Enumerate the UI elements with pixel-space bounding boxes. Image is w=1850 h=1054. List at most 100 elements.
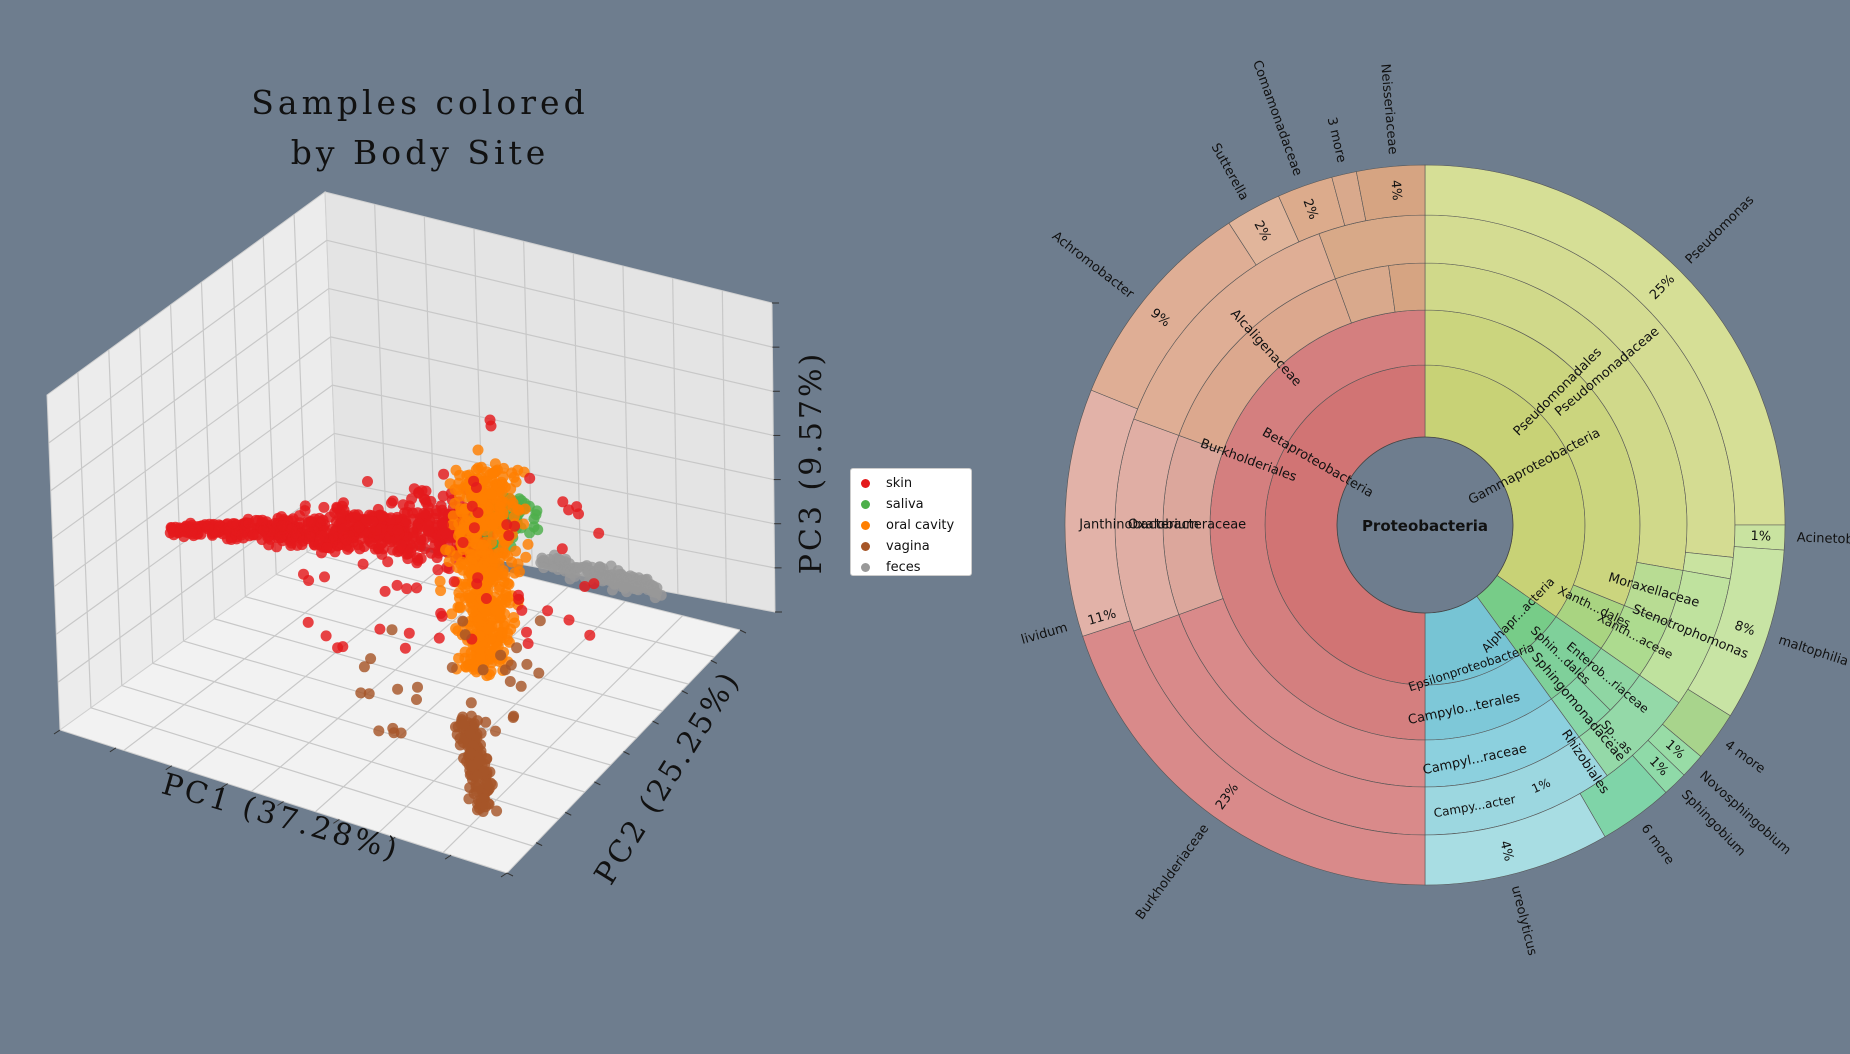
point-skin (317, 514, 329, 526)
point-oral-cavity (449, 497, 461, 509)
point-skin (243, 517, 255, 529)
point-feces (564, 567, 576, 579)
point-skin (276, 520, 288, 532)
point-oral-cavity (477, 539, 489, 551)
point-skin (337, 641, 349, 653)
point-vagina (392, 683, 404, 695)
point-oral-cavity (454, 469, 466, 481)
legend-item-feces: feces (861, 557, 971, 578)
gridline (108, 349, 123, 686)
point-vagina (411, 694, 422, 705)
point-skin (542, 605, 554, 617)
point-oral-cavity (503, 578, 515, 590)
label-pct-comamonadaceae: 2% (1300, 197, 1321, 222)
gridline (378, 600, 626, 833)
point-oral-cavity (472, 462, 484, 474)
point-oral-cavity (487, 467, 499, 479)
pca-title-line2: by Body Site (290, 133, 550, 172)
point-vagina (473, 780, 485, 792)
point-feces (583, 565, 595, 577)
point-skin (408, 531, 419, 543)
point-skin (563, 504, 575, 516)
point-oral-cavity (435, 585, 447, 597)
point-oral-cavity (453, 587, 465, 599)
point-vagina (521, 658, 533, 670)
point-vagina (386, 624, 398, 636)
point-oral-cavity (485, 489, 497, 500)
point-skin (304, 531, 316, 543)
point-skin (305, 516, 317, 528)
gridline (328, 287, 773, 392)
x-tick (221, 783, 228, 789)
label-outer-achromobacter: Achromobacter (1049, 229, 1137, 302)
point-oral-cavity (453, 652, 465, 664)
point-oral-cavity (489, 552, 501, 564)
x-tick (165, 765, 173, 771)
gridline (187, 558, 454, 772)
y-tick (506, 872, 514, 877)
point-skin (318, 530, 329, 542)
point-vagina (477, 664, 489, 676)
label-genus-janthinobacterium: Janthinobacterium (1078, 518, 1199, 533)
point-skin (387, 544, 398, 556)
gridline (332, 384, 774, 481)
point-saliva (524, 527, 536, 539)
point-skin (374, 623, 386, 635)
point-skin (503, 530, 515, 541)
point-oral-cavity (447, 519, 458, 531)
point-skin (357, 558, 369, 570)
legend-marker (861, 479, 870, 488)
label-pct-acinetobacter: 1% (1750, 529, 1771, 545)
point-oral-cavity (512, 558, 524, 570)
point-vagina (466, 760, 478, 772)
point-skin (573, 508, 584, 520)
point-skin (392, 524, 404, 536)
gridline (169, 304, 185, 642)
point-skin (556, 543, 568, 555)
point-skin (353, 521, 365, 533)
label-outer-pseudomonas: Pseudomonas (1683, 193, 1758, 268)
label-outer-maltophilia: maltophilia (1776, 633, 1850, 670)
gridline (326, 239, 773, 348)
x-tick (444, 854, 452, 860)
gridline (315, 586, 569, 813)
legend-label: feces (886, 560, 921, 575)
x-tick (500, 872, 508, 878)
point-skin (376, 510, 388, 522)
label-pct-maltophilia: 8% (1732, 618, 1756, 639)
point-skin (593, 527, 605, 539)
point-saliva (528, 513, 540, 525)
point-skin (387, 495, 399, 507)
krona-center[interactable] (1336, 436, 1514, 614)
point-skin (579, 581, 591, 592)
pca-gridlines (48, 204, 782, 878)
point-oral-cavity (502, 550, 514, 562)
legend: skin saliva oral cavity vagina feces (850, 468, 972, 576)
gridline (200, 282, 216, 619)
point-skin (411, 582, 423, 594)
point-oral-cavity (497, 471, 509, 483)
point-oral-cavity (440, 544, 452, 556)
gridline (139, 327, 154, 664)
y-tick (710, 659, 718, 664)
point-vagina (490, 725, 501, 737)
pca-plot (46, 191, 782, 878)
point-skin (385, 512, 397, 524)
point-skin (401, 583, 413, 595)
label-outer-4-more: 4 more (1722, 738, 1768, 777)
gridline (330, 336, 774, 437)
point-skin (584, 629, 596, 641)
legend-label: vagina (886, 539, 930, 554)
point-oral-cavity (451, 550, 463, 562)
gridline (50, 288, 330, 492)
point-skin (509, 520, 521, 532)
pca-points (164, 414, 667, 817)
point-oral-cavity (507, 497, 519, 509)
y-tick (681, 690, 688, 695)
point-skin (411, 552, 423, 564)
point-skin (471, 578, 483, 590)
family-neisseriaceae[interactable] (1388, 262, 1426, 313)
point-oral-cavity (443, 556, 455, 567)
segment-neisseriaceae[interactable] (1355, 164, 1426, 222)
